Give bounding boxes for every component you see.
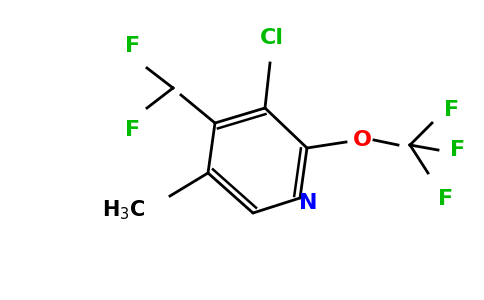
Text: F: F — [438, 189, 453, 209]
Text: H$_3$C: H$_3$C — [103, 198, 146, 222]
Text: F: F — [125, 120, 140, 140]
Text: F: F — [125, 36, 140, 56]
Text: F: F — [444, 100, 459, 120]
Text: N: N — [299, 193, 317, 213]
Text: Cl: Cl — [260, 28, 284, 48]
Text: O: O — [352, 130, 372, 150]
Text: F: F — [450, 140, 465, 160]
